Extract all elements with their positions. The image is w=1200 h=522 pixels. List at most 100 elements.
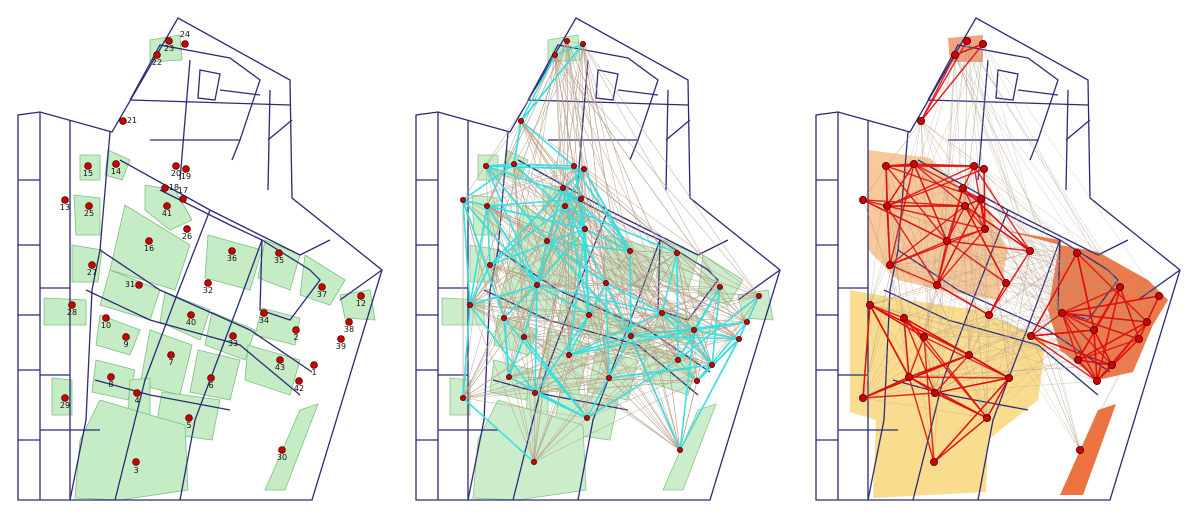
edge-34-37 xyxy=(1061,286,1121,314)
edge-21-12 xyxy=(920,120,1160,297)
node-13 xyxy=(859,195,868,204)
edge-9-3 xyxy=(923,336,935,463)
edge-8-9 xyxy=(908,336,925,378)
node-41 xyxy=(561,202,568,209)
edge-3-28 xyxy=(469,304,535,463)
edge-21-26 xyxy=(520,120,586,230)
edge-12-24 xyxy=(982,43,1160,297)
edge-29-3 xyxy=(462,397,535,463)
edge-37-43 xyxy=(1077,286,1121,361)
edge-18-36 xyxy=(562,187,631,252)
node-18 xyxy=(958,183,967,192)
edge-43-12 xyxy=(677,295,760,361)
edge-37-31 xyxy=(536,284,721,288)
edge-41-13 xyxy=(862,199,966,207)
edge-18-15 xyxy=(885,165,964,189)
edge-35-4 xyxy=(934,252,1078,394)
edge-26-41 xyxy=(964,205,986,230)
edge-36-23 xyxy=(966,40,1031,252)
edge-20-8 xyxy=(908,165,975,378)
node-26 xyxy=(581,225,588,232)
edge-29-20 xyxy=(462,165,575,399)
edge-43-24 xyxy=(582,43,679,361)
edge-1-28 xyxy=(869,304,1113,366)
edge-35-29 xyxy=(462,252,678,399)
node-10 xyxy=(102,314,110,322)
node-label-23: 23 xyxy=(164,44,174,53)
edge-5-40 xyxy=(586,314,590,419)
edge-14-20 xyxy=(513,163,575,167)
edge-38-36 xyxy=(1029,250,1148,323)
edge-39-2 xyxy=(693,329,740,340)
node-markers: 1234567891012131415161718192021222324252… xyxy=(60,30,366,475)
node-label-13: 13 xyxy=(60,203,70,212)
edge-28-13 xyxy=(462,199,471,306)
edge-26-37 xyxy=(984,228,1121,288)
node-19 xyxy=(182,165,190,173)
edge-41-27 xyxy=(889,205,966,266)
edge-13-15 xyxy=(862,165,887,201)
node-38 xyxy=(1142,317,1151,326)
edge-1-16 xyxy=(946,240,1113,366)
edge-1-19 xyxy=(983,168,1113,366)
edge-31-15 xyxy=(485,165,538,286)
edge-16-39 xyxy=(546,240,740,340)
edge-14-33 xyxy=(913,163,1032,337)
node-label-20: 20 xyxy=(171,169,181,178)
edge-30-6 xyxy=(608,377,681,451)
edge-21-14 xyxy=(513,120,522,165)
edge-31-40 xyxy=(936,284,990,316)
edge-35-38 xyxy=(1076,252,1148,323)
edge-4-28 xyxy=(869,304,936,394)
node-41 xyxy=(960,201,969,210)
edge-2-32 xyxy=(605,282,695,331)
node-label-40: 40 xyxy=(186,318,196,327)
edge-38-16 xyxy=(946,240,1148,323)
edge-4-14 xyxy=(513,163,536,394)
node-2 xyxy=(1089,325,1098,334)
node-2 xyxy=(292,326,300,334)
edge-16-32 xyxy=(546,240,607,284)
edge-25-19 xyxy=(886,168,985,207)
node-27 xyxy=(487,261,494,268)
edge-34-39 xyxy=(1061,312,1140,340)
edge-17-21 xyxy=(920,120,982,200)
node-22 xyxy=(153,51,161,59)
node-17 xyxy=(179,195,187,203)
edge-19-4 xyxy=(934,168,985,394)
node-1 xyxy=(1107,360,1116,369)
edge-21-20 xyxy=(520,120,575,167)
edge-7-22 xyxy=(554,54,570,356)
edge-35-41 xyxy=(564,205,678,254)
edge-35-2 xyxy=(1076,252,1095,331)
edge-35-43 xyxy=(676,252,679,361)
edge-30-36 xyxy=(629,250,681,451)
edge-36-6 xyxy=(1008,250,1031,379)
edge-39-30 xyxy=(679,338,740,451)
edge-27-8 xyxy=(889,264,910,378)
edge-25-20 xyxy=(886,165,975,207)
edge-9-31 xyxy=(923,284,938,338)
edge-8-24 xyxy=(508,43,584,378)
edge-36-20 xyxy=(573,165,631,252)
edge-10-28 xyxy=(869,304,905,319)
node-24 xyxy=(579,41,586,48)
edge-5-7 xyxy=(968,354,988,419)
node-label-38: 38 xyxy=(344,325,354,334)
node-35 xyxy=(1072,248,1081,257)
edge-25-10 xyxy=(486,205,505,319)
edge-25-26 xyxy=(486,205,586,230)
edge-23-6 xyxy=(966,40,1010,379)
edge-42-29 xyxy=(462,380,698,399)
edge-35-28 xyxy=(469,252,678,306)
node-label-5: 5 xyxy=(186,421,191,430)
edge-8-42 xyxy=(508,376,698,382)
edge-27-33 xyxy=(889,264,1032,337)
edge-16-27 xyxy=(889,240,948,266)
edge-24-18 xyxy=(562,43,584,189)
node-39 xyxy=(1134,334,1143,343)
edge-14-13 xyxy=(462,163,515,201)
node-30 xyxy=(1075,445,1084,454)
edge-20-9 xyxy=(923,165,975,338)
edge-10-9 xyxy=(903,317,925,338)
